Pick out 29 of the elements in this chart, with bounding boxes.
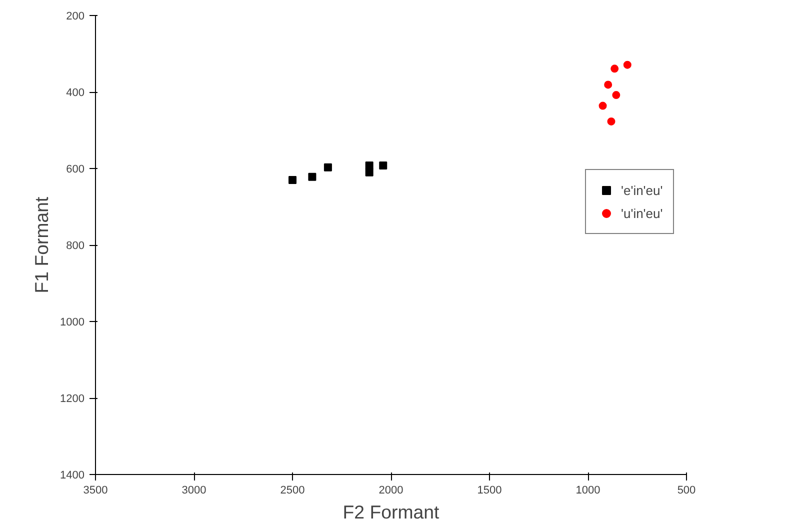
- y-tick-label: 800: [66, 240, 85, 252]
- point: [288, 176, 296, 184]
- x-tick-label: 3000: [182, 484, 206, 496]
- point: [604, 80, 612, 89]
- y-tick-label: 1000: [60, 316, 85, 328]
- y-tick-label: 1200: [60, 393, 85, 405]
- point: [598, 102, 607, 110]
- x-tick-label: 1000: [576, 484, 600, 496]
- y-axis-title: F1 Formant: [31, 196, 52, 294]
- point: [610, 64, 619, 73]
- legend-label: 'e'in'eu': [621, 182, 663, 198]
- x-tick-label: 500: [677, 484, 696, 496]
- point: [308, 172, 316, 181]
- y-tick-label: 600: [66, 164, 85, 176]
- point: [623, 60, 632, 69]
- x-axis-title: F2 Formant: [342, 502, 440, 522]
- y-tick-label: 400: [66, 87, 85, 99]
- point: [612, 91, 620, 100]
- point: [365, 168, 374, 176]
- x-tick-label: 2500: [280, 484, 305, 496]
- x-tick-label: 2000: [378, 484, 404, 496]
- y-tick-label: 200: [66, 10, 85, 22]
- legend-label: 'u'in'eu': [621, 206, 663, 220]
- x-tick-label: 1500: [477, 484, 502, 496]
- point: [379, 161, 388, 170]
- point: [607, 117, 616, 126]
- x-tick-label: 3500: [83, 484, 108, 496]
- point: [324, 163, 332, 172]
- y-tick-label: 1400: [60, 470, 85, 482]
